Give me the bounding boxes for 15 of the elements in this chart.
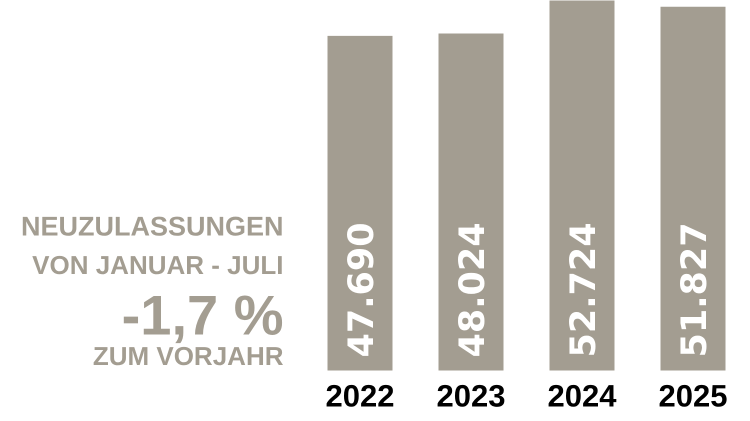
bar <box>660 6 726 370</box>
text: NEUZULASSUNGEN <box>20 212 284 242</box>
x-tick-label: 2024 <box>548 378 618 414</box>
text: VON JANUAR - JULI <box>32 250 284 280</box>
bar <box>550 0 614 370</box>
text: -1,7 % <box>122 284 284 347</box>
data-label: 52.724 <box>564 222 604 358</box>
data-label: 47.690 <box>342 222 382 358</box>
x-tick-label: 2023 <box>436 378 506 414</box>
x-tick-label: 2022 <box>326 378 394 414</box>
bar <box>438 33 504 370</box>
data-label: 51.827 <box>675 222 715 358</box>
x-tick-label: 2025 <box>658 378 728 414</box>
bar <box>328 36 392 370</box>
data-label: 48.024 <box>453 222 493 358</box>
